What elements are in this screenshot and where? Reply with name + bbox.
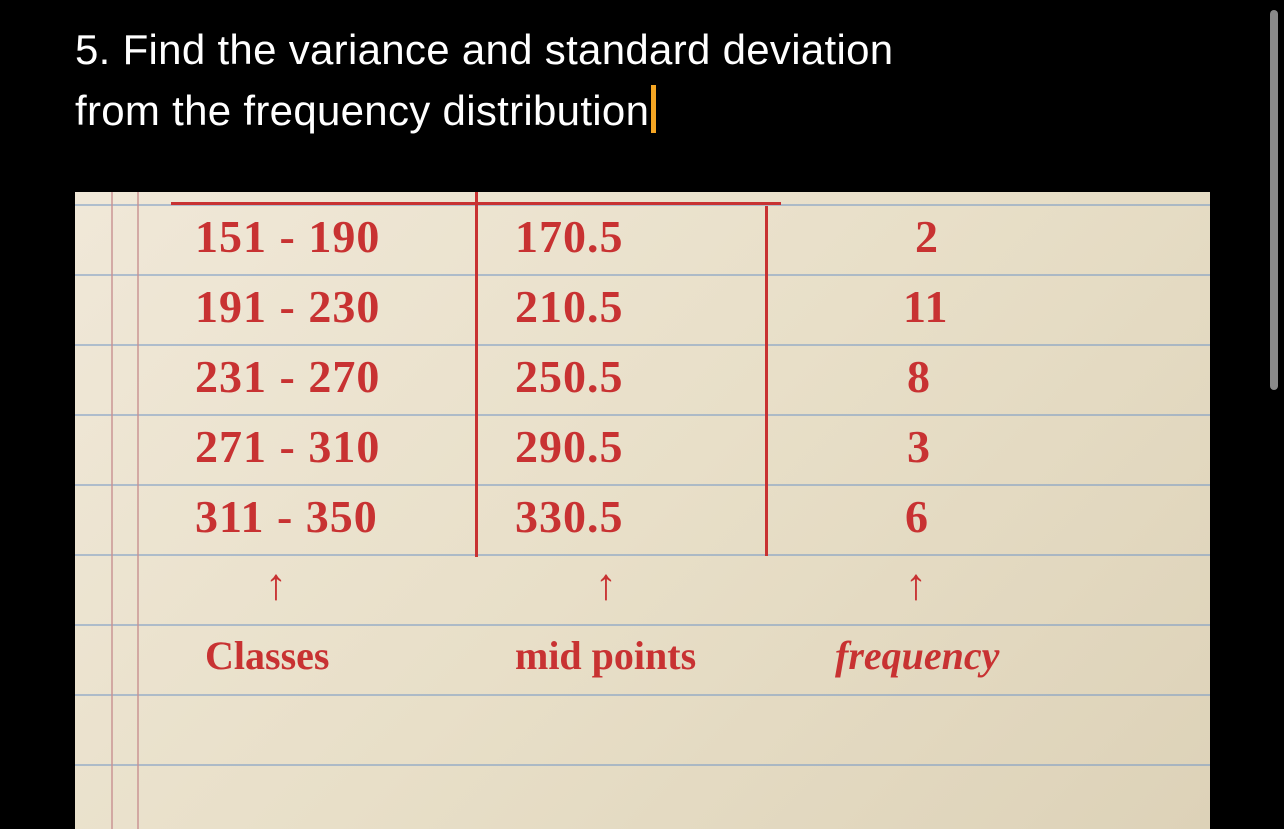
cell-class-1: 191 - 230 (195, 280, 380, 333)
margin-line (137, 192, 139, 829)
cell-mid-0: 170.5 (515, 210, 624, 263)
cell-mid-1: 210.5 (515, 280, 624, 333)
arrow-up-icon: ↑ (595, 560, 617, 610)
cell-freq-1: 11 (903, 280, 948, 333)
ruled-line (75, 344, 1210, 346)
column-header-classes: Classes (205, 632, 329, 679)
cell-mid-2: 250.5 (515, 350, 624, 403)
column-header-midpoints: mid points (515, 632, 696, 679)
cell-class-2: 231 - 270 (195, 350, 380, 403)
scrollbar[interactable] (1270, 10, 1280, 819)
notebook-paper-image: 151 - 190 170.5 2 191 - 230 210.5 11 231… (75, 192, 1210, 829)
ruled-line (75, 484, 1210, 486)
table-divider (475, 192, 478, 557)
cell-freq-3: 3 (907, 420, 931, 473)
cell-freq-0: 2 (915, 210, 939, 263)
arrow-up-icon: ↑ (905, 560, 927, 610)
cell-class-3: 271 - 310 (195, 420, 380, 473)
ruled-line (75, 694, 1210, 696)
question-area: 5. Find the variance and standard deviat… (0, 0, 1284, 167)
cell-class-0: 151 - 190 (195, 210, 380, 263)
question-line-2: from the frequency distribution (75, 87, 649, 134)
arrow-up-icon: ↑ (265, 560, 287, 610)
ruled-line (75, 414, 1210, 416)
question-text: 5. Find the variance and standard deviat… (75, 20, 1209, 142)
cell-mid-4: 330.5 (515, 490, 624, 543)
column-header-frequency: frequency (835, 632, 999, 679)
cell-mid-3: 290.5 (515, 420, 624, 473)
table-top-border (171, 202, 781, 205)
cell-freq-4: 6 (905, 490, 929, 543)
cell-freq-2: 8 (907, 350, 931, 403)
table-divider (765, 206, 768, 556)
ruled-line (75, 274, 1210, 276)
ruled-line (75, 624, 1210, 626)
scroll-thumb[interactable] (1270, 10, 1278, 390)
cell-class-4: 311 - 350 (195, 490, 378, 543)
margin-line (111, 192, 113, 829)
question-line-1: 5. Find the variance and standard deviat… (75, 26, 893, 73)
ruled-line (75, 554, 1210, 556)
ruled-line (75, 764, 1210, 766)
text-cursor (651, 85, 656, 133)
